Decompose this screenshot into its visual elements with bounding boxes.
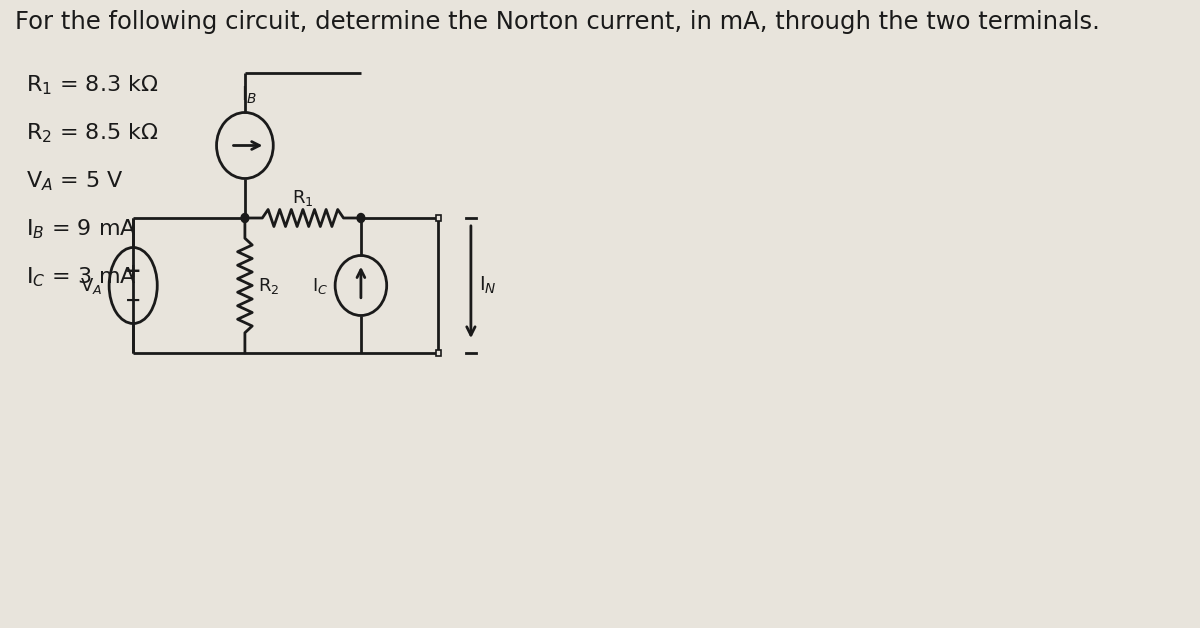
Bar [436,215,440,221]
Text: V$_A$ = 5 V: V$_A$ = 5 V [25,169,124,193]
Text: +: + [125,261,142,281]
Text: I$_C$ = 3 mA: I$_C$ = 3 mA [25,265,137,289]
Text: I$_C$: I$_C$ [312,276,329,296]
Text: R$_2$ = 8.5 k$\Omega$: R$_2$ = 8.5 k$\Omega$ [25,121,158,144]
Text: −: − [125,290,142,310]
Text: I$_B$ = 9 mA: I$_B$ = 9 mA [25,217,137,241]
Text: For the following circuit, determine the Norton current, in mA, through the two : For the following circuit, determine the… [16,10,1100,34]
Text: V$_A$: V$_A$ [80,276,102,296]
Text: R$_1$ = 8.3 k$\Omega$: R$_1$ = 8.3 k$\Omega$ [25,73,158,97]
Text: R$_2$: R$_2$ [258,276,280,296]
Text: R$_1$: R$_1$ [292,188,313,208]
Circle shape [358,214,365,222]
Text: I$_B$: I$_B$ [241,84,258,106]
Text: I$_N$: I$_N$ [480,275,497,296]
Circle shape [241,214,248,222]
Bar [436,350,440,355]
